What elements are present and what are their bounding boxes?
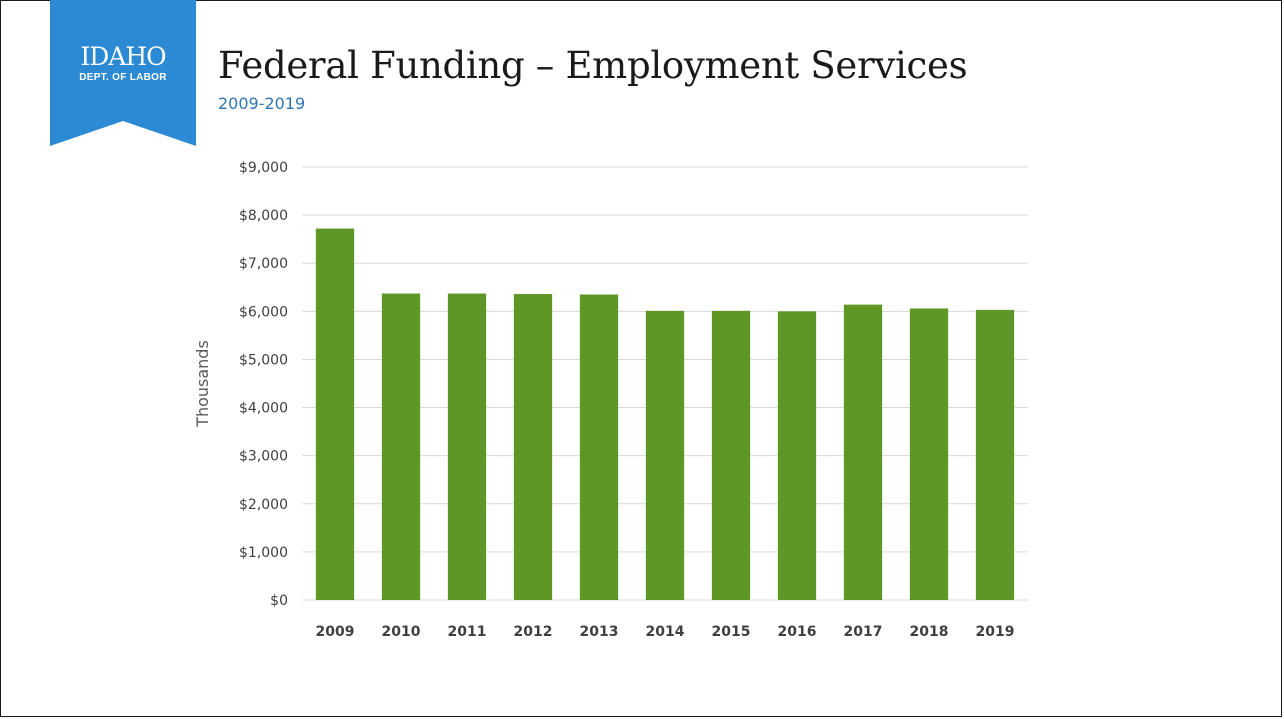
logo-dept-text: DEPT. OF LABOR: [79, 72, 167, 83]
x-tick-label: 2018: [910, 624, 949, 640]
y-axis-title: Thousands: [193, 340, 212, 428]
bar-2012: [513, 294, 553, 600]
x-tick-label: 2014: [646, 624, 685, 640]
x-tick-label: 2017: [844, 624, 883, 640]
x-tick-label: 2010: [382, 624, 421, 640]
bar-2011: [447, 293, 487, 600]
bar-2017: [843, 304, 883, 600]
bar-2016: [777, 311, 817, 600]
x-axis-ticks: 2009 2010 2011 2012 2013 2014 2015 2016 2017 2018…: [316, 624, 1015, 640]
y-tick-label: $6,000: [239, 304, 288, 320]
x-tick-label: 2012: [514, 624, 553, 640]
bars: [315, 228, 1015, 601]
bar-2010: [381, 293, 421, 600]
page-subtitle: 2009-2019: [218, 94, 306, 113]
logo-name-text: IDAHO: [80, 42, 166, 71]
bar-2018: [909, 308, 949, 600]
x-tick-label: 2016: [778, 624, 817, 640]
x-tick-label: 2013: [580, 624, 619, 640]
x-tick-label: 2019: [976, 624, 1015, 640]
y-tick-label: $9,000: [239, 160, 288, 176]
y-tick-label: $0: [270, 593, 288, 609]
x-tick-label: 2015: [712, 624, 751, 640]
logo-banner-shape: [50, 0, 196, 146]
bar-2015: [711, 310, 751, 600]
y-tick-label: $8,000: [239, 208, 288, 224]
y-tick-label: $5,000: [239, 352, 288, 368]
idaho-dol-logo: IDAHO DEPT. OF LABOR: [50, 0, 196, 146]
bar-2009: [315, 228, 355, 601]
y-tick-label: $2,000: [239, 497, 288, 513]
y-tick-label: $4,000: [239, 401, 288, 417]
y-tick-label: $7,000: [239, 256, 288, 272]
x-tick-label: 2011: [448, 624, 487, 640]
page-title: Federal Funding – Employment Services: [218, 44, 968, 87]
y-axis-ticks: $0 $1,000 $2,000 $3,000 $4,000 $5,000 $6,000 $7…: [239, 160, 288, 609]
x-tick-label: 2009: [316, 624, 355, 640]
bar-2013: [579, 294, 619, 600]
y-tick-label: $1,000: [239, 545, 288, 561]
bar-2014: [645, 310, 685, 600]
bar-2019: [975, 309, 1015, 600]
y-tick-label: $3,000: [239, 449, 288, 465]
